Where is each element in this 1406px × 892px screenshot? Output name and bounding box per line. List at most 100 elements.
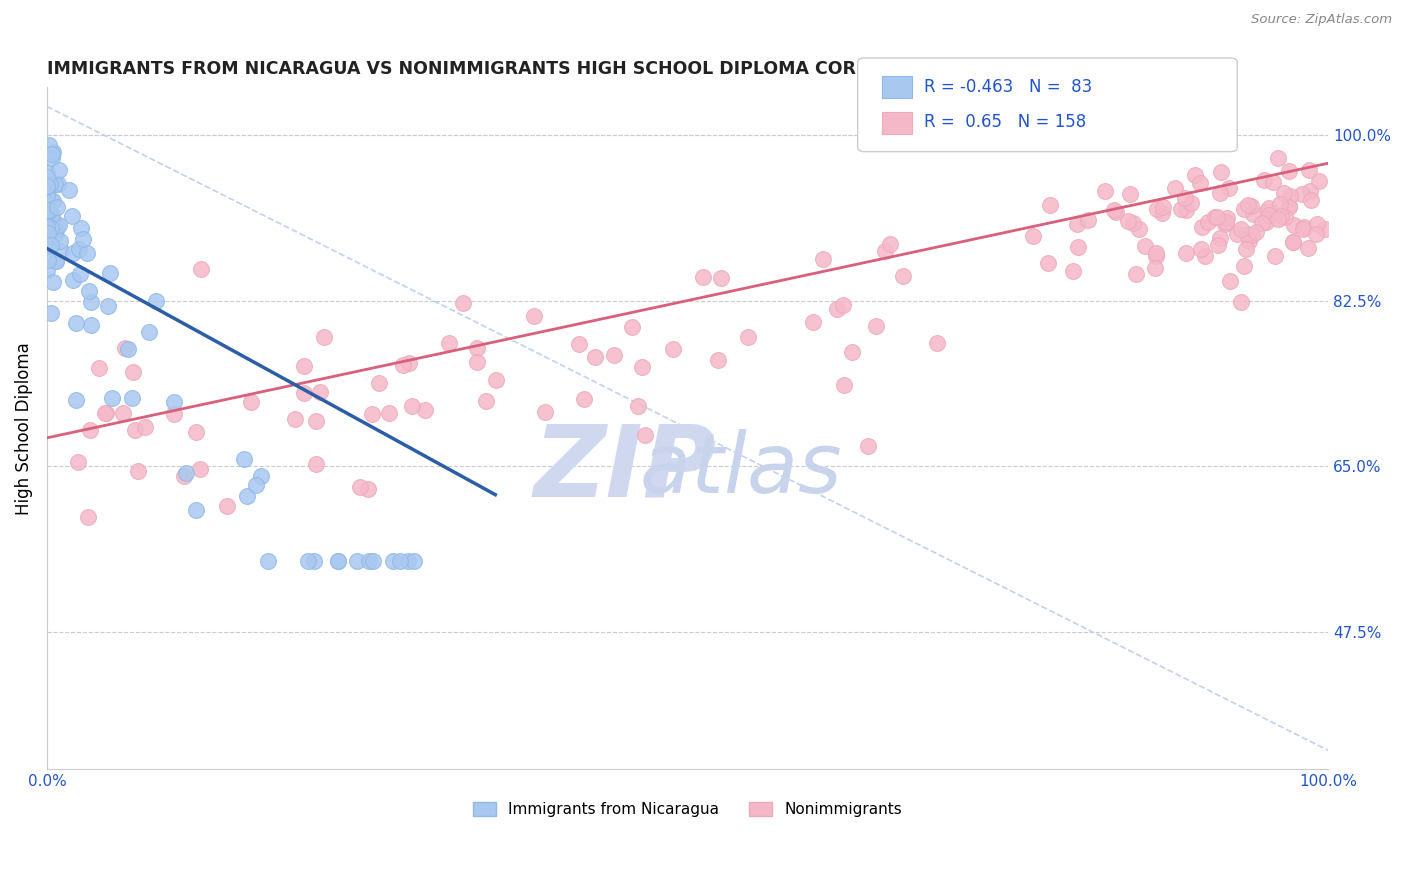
Point [58, 183, 80, 197]
Point [879, 237, 901, 252]
Point [122, 365, 145, 379]
Point [361, 407, 384, 421]
Point [232, 452, 254, 467]
Point [1258, 208, 1281, 222]
Y-axis label: High School Diploma: High School Diploma [15, 342, 32, 515]
Point [46, 177, 69, 191]
Point [1258, 201, 1281, 215]
Point [1094, 185, 1116, 199]
Point [163, 395, 186, 409]
Point [620, 320, 643, 334]
Point [1282, 235, 1305, 249]
Point [1267, 151, 1289, 165]
Point [45, 200, 67, 214]
Point [1230, 222, 1253, 236]
Point [363, 554, 385, 568]
Point [381, 554, 404, 568]
Point [65, 316, 87, 330]
Point [1299, 193, 1322, 207]
Point [112, 406, 135, 420]
Point [811, 252, 834, 267]
Point [257, 554, 280, 568]
Point [1264, 249, 1286, 263]
Point [77, 284, 100, 298]
Point [35, 179, 58, 194]
Point [41, 208, 63, 222]
Text: R = -0.463   N =  83: R = -0.463 N = 83 [924, 78, 1092, 95]
Point [38, 202, 60, 217]
Point [1233, 202, 1256, 216]
Point [1215, 215, 1237, 229]
Point [1175, 245, 1198, 260]
Point [44, 228, 66, 243]
Point [1244, 225, 1267, 239]
Point [66, 454, 89, 468]
Point [38, 138, 60, 153]
Point [474, 393, 496, 408]
Point [79, 423, 101, 437]
Point [1234, 243, 1257, 257]
Point [98, 267, 121, 281]
Point [328, 554, 350, 568]
Point [1077, 212, 1099, 227]
Point [1313, 221, 1336, 235]
Point [1174, 203, 1197, 218]
Point [825, 302, 848, 317]
Point [1298, 163, 1320, 178]
Point [832, 298, 855, 312]
Point [1250, 216, 1272, 230]
Point [1254, 215, 1277, 229]
Point [304, 554, 326, 568]
Point [832, 378, 855, 392]
Point [1279, 188, 1302, 202]
Point [328, 554, 350, 568]
Point [62, 273, 84, 287]
Point [138, 325, 160, 339]
Point [76, 246, 98, 260]
Point [1296, 241, 1319, 255]
Point [865, 318, 887, 333]
Point [42, 145, 65, 159]
Point [349, 480, 371, 494]
Point [453, 295, 475, 310]
Point [465, 354, 488, 368]
Point [1197, 214, 1219, 228]
Text: Source: ZipAtlas.com: Source: ZipAtlas.com [1251, 13, 1392, 27]
Point [93, 406, 115, 420]
Point [1233, 260, 1256, 274]
Point [114, 341, 136, 355]
Point [1189, 242, 1212, 256]
Point [856, 439, 879, 453]
Point [305, 457, 328, 471]
Point [801, 315, 824, 329]
Point [37, 178, 59, 193]
Point [37, 234, 59, 248]
Point [304, 414, 326, 428]
Point [1066, 217, 1088, 231]
Point [1305, 227, 1327, 242]
Point [413, 403, 436, 417]
Point [184, 502, 207, 516]
Point [48, 218, 70, 232]
Text: ZIP: ZIP [534, 421, 717, 517]
Point [51, 244, 73, 258]
Point [188, 462, 211, 476]
Point [145, 294, 167, 309]
Point [41, 213, 63, 227]
Point [465, 341, 488, 355]
Point [1152, 201, 1174, 215]
Point [1278, 200, 1301, 214]
Point [45, 254, 67, 268]
Point [875, 244, 897, 259]
Point [37, 200, 59, 214]
Point [1188, 177, 1211, 191]
Point [1206, 210, 1229, 224]
Point [48, 162, 70, 177]
Point [1191, 219, 1213, 234]
Point [37, 263, 59, 277]
Point [1219, 274, 1241, 288]
Point [661, 342, 683, 356]
Point [392, 358, 415, 372]
Point [37, 204, 59, 219]
Point [121, 392, 143, 406]
